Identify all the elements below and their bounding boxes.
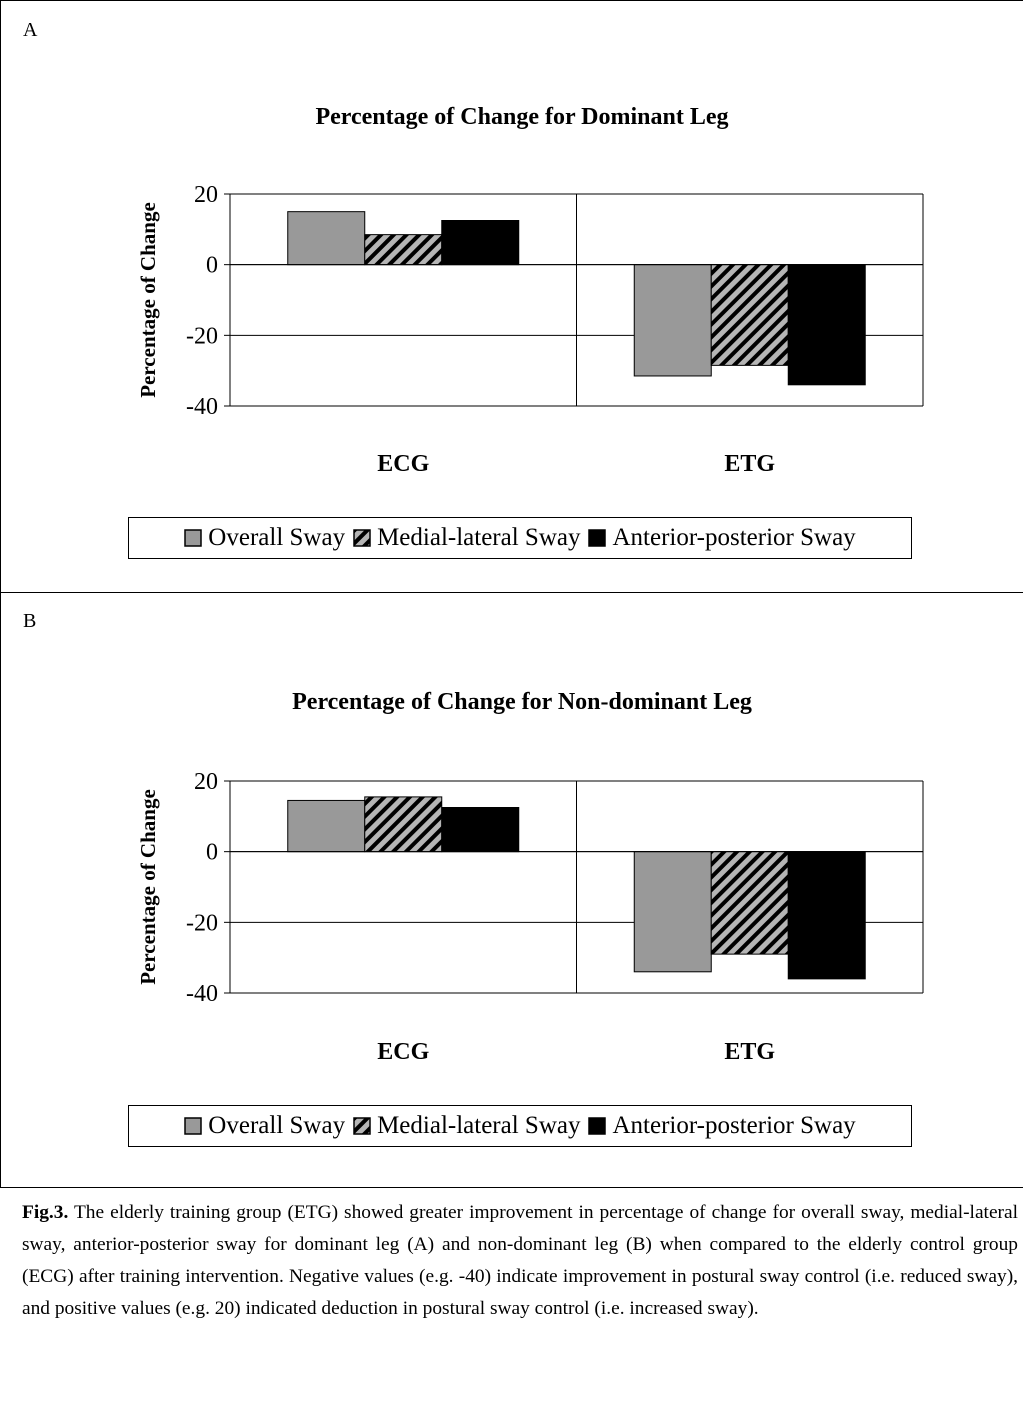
y-tick-label: 20 bbox=[194, 182, 218, 208]
figure-caption: Fig.3. The elderly training group (ETG) … bbox=[22, 1197, 1018, 1325]
bar bbox=[287, 211, 366, 266]
caption-label: Fig.3. bbox=[22, 1202, 69, 1223]
panel-label: A bbox=[23, 19, 38, 41]
bar bbox=[441, 220, 520, 266]
legend-item-overall: Overall Sway bbox=[184, 1112, 345, 1140]
y-tick-label: -40 bbox=[186, 394, 218, 420]
panel-b: B Percentage of Change for Non-dominant … bbox=[0, 592, 1023, 1188]
legend-item-medial-lateral: Medial-lateral Sway bbox=[353, 524, 580, 552]
legend-swatch-anterior-posterior bbox=[588, 1117, 607, 1135]
bar bbox=[710, 851, 789, 955]
legend-label: Medial-lateral Sway bbox=[377, 1112, 581, 1139]
legend-swatch-overall bbox=[184, 529, 203, 547]
legend-label: Medial-lateral Sway bbox=[377, 524, 581, 551]
y-tick-label: 0 bbox=[206, 840, 218, 866]
y-tick-label: -20 bbox=[186, 910, 218, 936]
legend-label: Anterior-posterior Sway bbox=[612, 1112, 856, 1139]
legend: Overall Sway Medial-lateral Sway Anterio… bbox=[128, 1105, 912, 1147]
legend-label: Overall Sway bbox=[208, 1112, 346, 1139]
bar bbox=[710, 264, 789, 366]
bar bbox=[364, 234, 443, 266]
chart-title: Percentage of Change for Dominant Leg bbox=[315, 104, 728, 130]
chart-title: Percentage of Change for Non-dominant Le… bbox=[292, 689, 752, 715]
bar bbox=[633, 264, 712, 377]
y-tick-label: 0 bbox=[206, 253, 218, 279]
bar bbox=[441, 807, 520, 853]
chart-a: Percentage of Change for Dominant Leg 20 0… bbox=[136, 104, 924, 477]
legend-item-overall: Overall Sway bbox=[184, 524, 345, 552]
panel-a: A Percentage of Change for Dominant Leg 2… bbox=[0, 0, 1023, 593]
y-axis-label: Percentage of Change bbox=[136, 789, 160, 985]
legend-item-anterior-posterior: Anterior-posterior Sway bbox=[588, 524, 856, 552]
legend-swatch-overall bbox=[184, 1117, 203, 1135]
legend: Overall Sway Medial-lateral Sway Anterio… bbox=[128, 517, 912, 559]
panel-label: B bbox=[23, 610, 37, 632]
bar bbox=[364, 796, 443, 853]
chart-b: Percentage of Change for Non-dominant Le… bbox=[136, 689, 924, 1065]
bar bbox=[633, 851, 712, 973]
legend-swatch-anterior-posterior bbox=[588, 529, 607, 547]
legend-swatch-medial-lateral bbox=[353, 529, 371, 547]
legend-swatch-medial-lateral bbox=[353, 1117, 371, 1135]
y-tick-label: -20 bbox=[186, 323, 218, 349]
y-tick-label: 20 bbox=[194, 769, 218, 795]
legend-item-anterior-posterior: Anterior-posterior Sway bbox=[588, 1112, 856, 1140]
legend-item-medial-lateral: Medial-lateral Sway bbox=[353, 1112, 580, 1140]
x-category-label: ECG bbox=[377, 451, 429, 477]
x-category-label: ETG bbox=[724, 451, 775, 477]
y-tick-label: -40 bbox=[186, 981, 218, 1007]
bar bbox=[287, 799, 366, 853]
bar bbox=[787, 851, 866, 980]
caption-text: The elderly training group (ETG) showed … bbox=[22, 1202, 1018, 1319]
legend-label: Anterior-posterior Sway bbox=[612, 524, 856, 551]
y-axis-label: Percentage of Change bbox=[136, 202, 160, 398]
legend-label: Overall Sway bbox=[208, 524, 346, 551]
x-category-label: ETG bbox=[724, 1039, 775, 1065]
bar bbox=[787, 264, 866, 386]
x-category-label: ECG bbox=[377, 1039, 429, 1065]
